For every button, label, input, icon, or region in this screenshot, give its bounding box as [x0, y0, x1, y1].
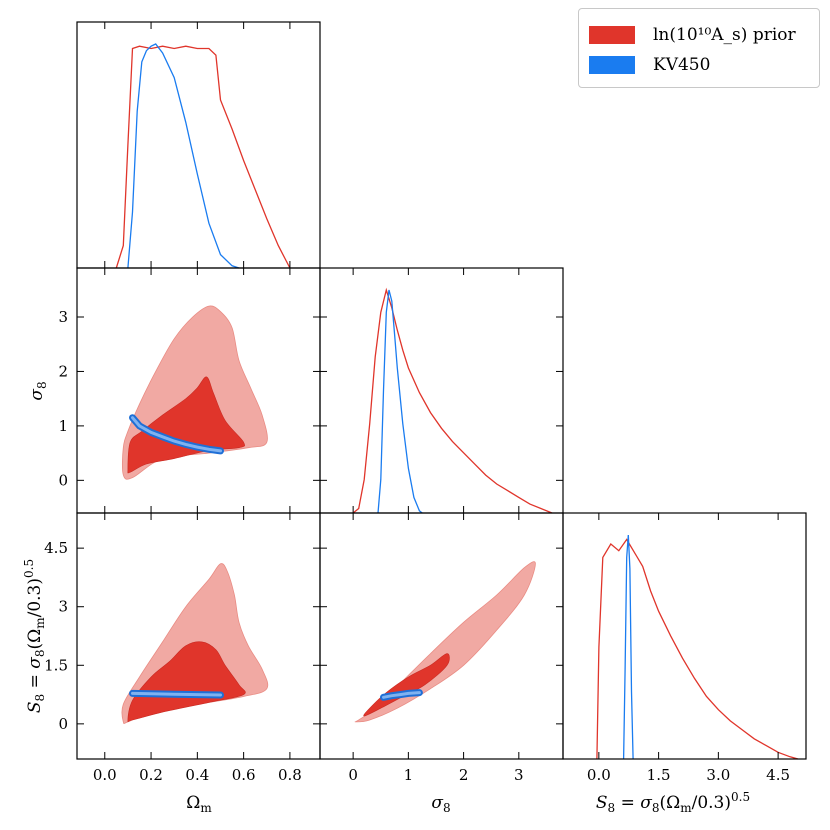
y-axis-label-s8: S8 = σ8(Ωm/0.3)0.5 — [22, 559, 47, 713]
y-tick-label-1-3: 3 — [58, 308, 68, 326]
x-tick-label-0-3: 0.6 — [232, 766, 256, 784]
marginal-line-prior-1 — [352, 287, 553, 514]
marginal-line-kv450-0 — [127, 43, 240, 269]
x-tick-label-0-2: 0.4 — [185, 766, 209, 784]
x-tick-label-2-3: 4.5 — [766, 766, 790, 784]
legend-label-kv450: KV450 — [653, 55, 711, 75]
contour-kv450-inner-5 — [382, 691, 421, 699]
legend: ln(10¹⁰A_s) prior KV450 — [578, 8, 820, 88]
panel-frame-0-0 — [76, 21, 321, 269]
x-tick-label-0-1: 0.2 — [139, 766, 163, 784]
marginal-line-prior-2 — [596, 538, 799, 760]
x-tick-label-2-1: 1.5 — [647, 766, 671, 784]
panel-frame-2-2 — [562, 512, 807, 760]
legend-entry-kv450: KV450 — [589, 53, 710, 77]
marginal-line-kv450-2 — [622, 534, 634, 760]
legend-swatch-prior — [589, 26, 635, 44]
contour-kv450-inner-4 — [131, 691, 222, 697]
contour-kv450-inner-3 — [131, 416, 222, 453]
y-tick-label-1-0: 0 — [58, 471, 68, 489]
y-tick-label-2-2: 3 — [58, 598, 68, 616]
y-tick-label-2-3: 4.5 — [44, 539, 68, 557]
x-axis-label-s8: S8 = σ8(Ωm/0.3)0.5 — [596, 790, 750, 815]
x-tick-label-1-0: 0 — [348, 766, 358, 784]
y-tick-label-1-1: 1 — [58, 417, 68, 435]
x-tick-label-2-2: 3.0 — [706, 766, 730, 784]
legend-entry-prior: ln(10¹⁰A_s) prior — [589, 23, 796, 47]
panel-frame-1-1 — [319, 267, 564, 514]
y-tick-label-2-0: 0 — [58, 715, 68, 733]
x-tick-label-1-1: 1 — [404, 766, 414, 784]
x-tick-label-1-3: 3 — [514, 766, 524, 784]
marginal-line-prior-0 — [115, 45, 291, 269]
legend-label-prior: ln(10¹⁰A_s) prior — [653, 25, 796, 45]
x-axis-label-sigma8: σ8 — [431, 793, 450, 815]
legend-swatch-kv450 — [589, 56, 635, 74]
x-tick-label-2-0: 0.0 — [587, 766, 611, 784]
x-tick-label-1-2: 2 — [459, 766, 469, 784]
x-tick-label-0-0: 0.0 — [93, 766, 117, 784]
y-tick-label-2-1: 1.5 — [44, 656, 68, 674]
x-tick-label-0-4: 0.8 — [278, 766, 302, 784]
contour-prior-68-4 — [127, 641, 246, 723]
y-axis-label-sigma8: σ8 — [27, 381, 49, 400]
x-axis-label-omega: Ωm — [186, 793, 212, 815]
marginal-line-kv450-1 — [377, 289, 423, 514]
y-tick-label-1-2: 2 — [58, 362, 68, 380]
